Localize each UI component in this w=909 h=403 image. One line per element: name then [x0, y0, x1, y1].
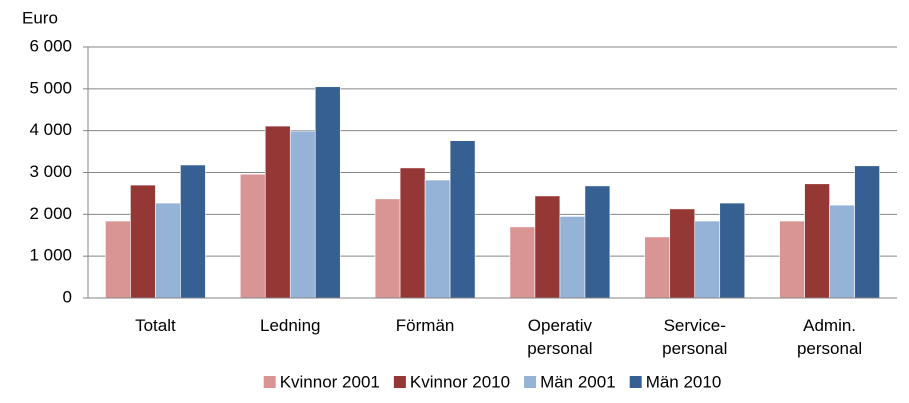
- legend-swatch: [263, 376, 276, 388]
- bar: [374, 198, 401, 299]
- y-tick-label: 4 000: [29, 120, 72, 139]
- bar: [289, 130, 316, 299]
- bar: [424, 179, 451, 299]
- bar: [399, 167, 426, 299]
- legend-label: Kvinnor 2010: [410, 372, 510, 391]
- bar: [854, 165, 880, 299]
- bar: [829, 204, 855, 299]
- bar: [644, 236, 671, 299]
- y-tick-label: 2 000: [29, 204, 72, 223]
- x-tick-label: Totalt: [135, 316, 176, 335]
- bar: [239, 173, 266, 299]
- y-tick-label: 6 000: [29, 36, 72, 55]
- bar: [449, 140, 476, 299]
- bar: [584, 185, 611, 299]
- x-tick-label: Service-personal: [662, 316, 728, 358]
- bar: [180, 164, 206, 299]
- legend-swatch: [524, 376, 537, 388]
- bar: [155, 202, 181, 299]
- legend-swatch: [629, 376, 642, 388]
- x-tick-label: Förmän: [395, 316, 455, 335]
- y-tick-label: 1 000: [29, 246, 72, 265]
- x-tick-label: Operativ personal: [527, 316, 593, 358]
- legend-swatch: [393, 376, 406, 388]
- bar: [105, 220, 131, 299]
- bar: [694, 220, 721, 299]
- legend-label: Kvinnor 2001: [280, 372, 380, 391]
- bar: [804, 183, 830, 299]
- bar: [779, 220, 805, 299]
- x-tick-label: Ledning: [259, 316, 321, 335]
- bar: [130, 184, 156, 299]
- y-tick-label: 5 000: [29, 78, 72, 97]
- y-tick-label: 3 000: [29, 162, 72, 181]
- bar: [534, 195, 561, 299]
- legend-label: Män 2010: [646, 372, 722, 391]
- bar: [264, 125, 291, 299]
- bar: [509, 226, 536, 299]
- x-tick-label: Admin. personal: [796, 316, 863, 358]
- y-axis-label: Euro: [22, 8, 58, 27]
- bar: [559, 216, 586, 299]
- bar: [669, 208, 696, 299]
- bar: [314, 86, 341, 299]
- y-tick-label: 0: [63, 287, 72, 306]
- bar: [719, 202, 746, 299]
- legend-label: Män 2001: [540, 372, 616, 391]
